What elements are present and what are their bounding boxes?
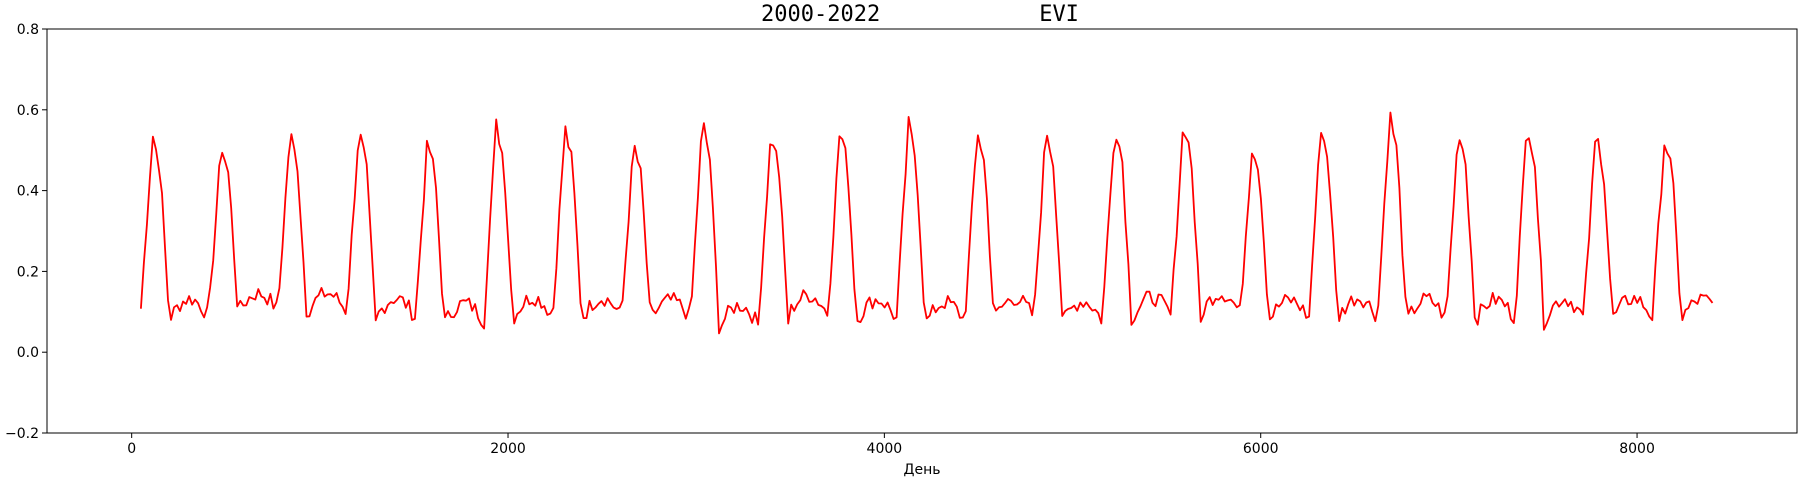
y-tick-label: 0.2 xyxy=(17,264,39,280)
y-tick-label: −0.2 xyxy=(5,426,39,442)
y-tick-label: 0.4 xyxy=(17,184,39,200)
x-tick-label: 0 xyxy=(127,441,136,457)
y-tick-label: 0.8 xyxy=(17,22,39,38)
x-axis-label: День xyxy=(904,462,941,478)
x-tick-label: 6000 xyxy=(1243,441,1279,457)
series-line xyxy=(140,111,1714,335)
plot-frame xyxy=(46,28,1798,434)
axis-ticks: 0 2000 4000 6000 8000 −0.2 0.0 0.2 0.4 0.6 0.8 xyxy=(5,22,1655,457)
x-tick-label: 2000 xyxy=(490,441,526,457)
x-tick-label: 8000 xyxy=(1619,441,1655,457)
chart-title: 2000-2022 EVI xyxy=(761,2,1079,27)
y-tick-label: 0.6 xyxy=(17,103,39,119)
series-group xyxy=(140,111,1714,335)
x-tick-label: 4000 xyxy=(867,441,903,457)
y-tick-label: 0.0 xyxy=(17,345,39,361)
